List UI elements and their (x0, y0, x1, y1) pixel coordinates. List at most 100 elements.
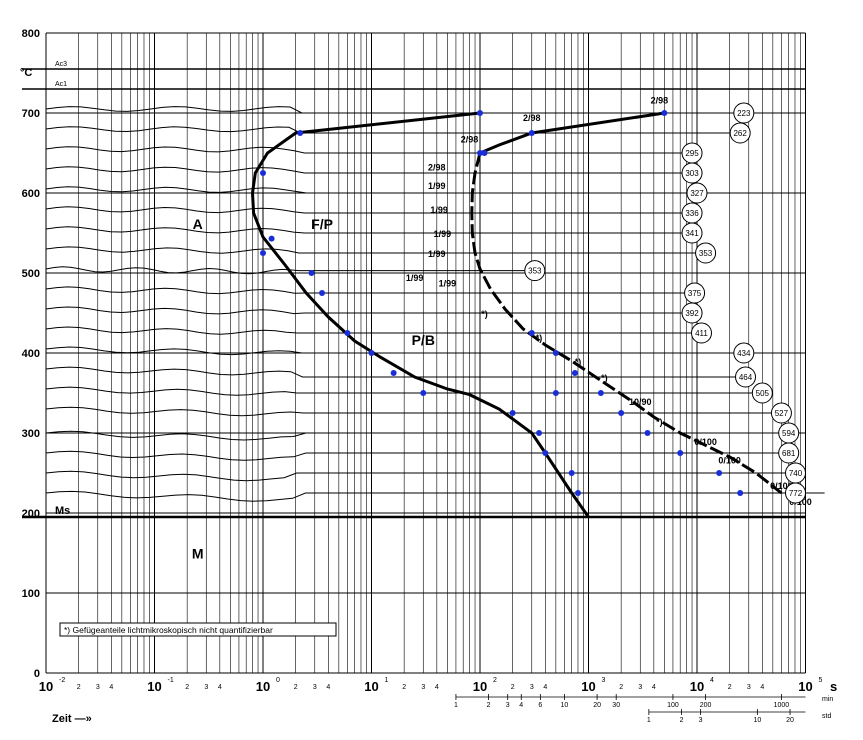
measured-point (644, 430, 651, 436)
x-minor-label: 4 (435, 684, 439, 691)
std-axis-label: std (822, 713, 831, 720)
measured-point (618, 410, 625, 416)
y-tick-label: 100 (22, 588, 40, 600)
measured-point (542, 450, 549, 456)
hardness-marker: 411 (690, 322, 712, 344)
measured-point (597, 390, 604, 396)
hardness-marker: 505 (751, 382, 773, 404)
x-tick-exponent: -1 (168, 677, 174, 684)
x-minor-label: 3 (421, 684, 425, 691)
phase-fraction-label: *) (601, 373, 608, 383)
phase-fraction-label: 0/100 (718, 455, 741, 465)
y-tick-label: 300 (22, 428, 40, 440)
footnote-box (59, 622, 337, 637)
cooling-curve (45, 306, 692, 315)
measured-point (260, 250, 266, 256)
hardness-value: 336 (685, 209, 699, 218)
measured-point (552, 350, 559, 356)
measured-point (528, 330, 535, 336)
cooling-curve (45, 126, 741, 134)
hardness-marker: 594 (778, 422, 800, 444)
phase-fraction-label: 2/98 (428, 163, 446, 173)
cooling-curve (45, 346, 744, 356)
min-axis-label: 1000 (774, 702, 790, 709)
y-tick-label: 400 (22, 348, 40, 360)
phase-fraction-label: 2/98 (461, 135, 479, 145)
hardness-marker: 392 (681, 302, 703, 324)
region-label: M (192, 546, 204, 562)
reference-line-label: Ac3 (55, 61, 67, 68)
phase-fraction-label: 2/98 (651, 95, 669, 105)
hardness-marker: 303 (681, 162, 703, 184)
hardness-circle (690, 322, 712, 344)
reference-line-label: Ms (55, 505, 70, 517)
x-tick-exponent: 0 (276, 677, 280, 684)
measured-point (297, 130, 304, 136)
std-axis-label: 3 (699, 717, 703, 724)
cooling-curve (45, 406, 782, 417)
cooling-curve (45, 206, 692, 214)
hardness-value: 375 (688, 289, 702, 298)
hardness-marker: 327 (686, 182, 708, 204)
hardness-value: 262 (733, 129, 747, 138)
transformation-boundaries (250, 111, 783, 518)
phase-fraction-label: 0/100 (770, 481, 793, 491)
cooling-curve (45, 166, 692, 174)
x-minor-label: 4 (109, 684, 113, 691)
pearlite-finish-line (470, 152, 783, 495)
hardness-marker: 527 (770, 402, 792, 424)
y-tick-label: 500 (22, 268, 40, 280)
x-tick-exponent: -2 (59, 677, 65, 684)
hardness-value: 303 (685, 169, 699, 178)
measured-point (308, 270, 315, 276)
hardness-markers: 223 262 295 303 327 336 341 353 353 375 392 411 434 4… (524, 102, 806, 504)
measured-point (390, 370, 397, 376)
measured-point (481, 150, 488, 156)
hardness-marker: 772 (785, 482, 806, 504)
phase-fraction-label: 1/99 (428, 181, 446, 191)
hardness-value: 392 (685, 309, 699, 318)
cooling-curve (45, 450, 789, 461)
region-label: P/B (412, 332, 435, 348)
cooling-curves (45, 106, 825, 502)
x-minor-label: 2 (619, 684, 623, 691)
measured-points (260, 110, 744, 496)
measured-point (477, 110, 483, 116)
measured-point (477, 150, 483, 156)
x-minor-label: 4 (218, 684, 222, 691)
measured-point (661, 110, 668, 116)
x-minor-label: 2 (185, 684, 189, 691)
hardness-marker: 353 (524, 260, 546, 282)
phase-fraction-label: 1/99 (428, 249, 446, 259)
phase-fraction-label: 10/90 (629, 397, 652, 407)
y-tick-label: 200 (22, 508, 40, 520)
y-tick-label: 700 (22, 108, 40, 120)
hardness-marker: 341 (681, 222, 703, 244)
hardness-marker: 464 (735, 366, 757, 388)
hardness-value: 295 (685, 149, 699, 158)
x-tick-label: 10 (39, 679, 53, 694)
x-tick-exponent: 3 (602, 677, 606, 684)
measured-point (536, 430, 543, 436)
y-axis-unit: °C (20, 67, 32, 79)
hardness-value: 505 (756, 389, 770, 398)
min-axis-label: 200 (700, 702, 712, 709)
phase-fraction-label: 1/99 (439, 279, 457, 289)
x-tick-label: 10 (798, 679, 812, 694)
cooling-curve (45, 470, 798, 482)
hardness-marker: 223 (733, 102, 755, 124)
x-tick-label: 10 (581, 679, 595, 694)
y-tick-label: 800 (22, 28, 40, 40)
x-minor-label: 3 (313, 684, 317, 691)
hardness-marker: 295 (681, 142, 703, 164)
cooling-curve (45, 430, 789, 441)
measured-point (737, 490, 744, 496)
measured-point (260, 170, 266, 176)
phase-fraction-label: *) (656, 417, 663, 427)
ferrite-finish-line (479, 111, 665, 155)
y-tick-label: 0 (34, 668, 40, 680)
x-minor-label: 2 (294, 684, 298, 691)
phase-fraction-label: 1/99 (430, 205, 448, 215)
x-minor-label: 4 (326, 684, 330, 691)
